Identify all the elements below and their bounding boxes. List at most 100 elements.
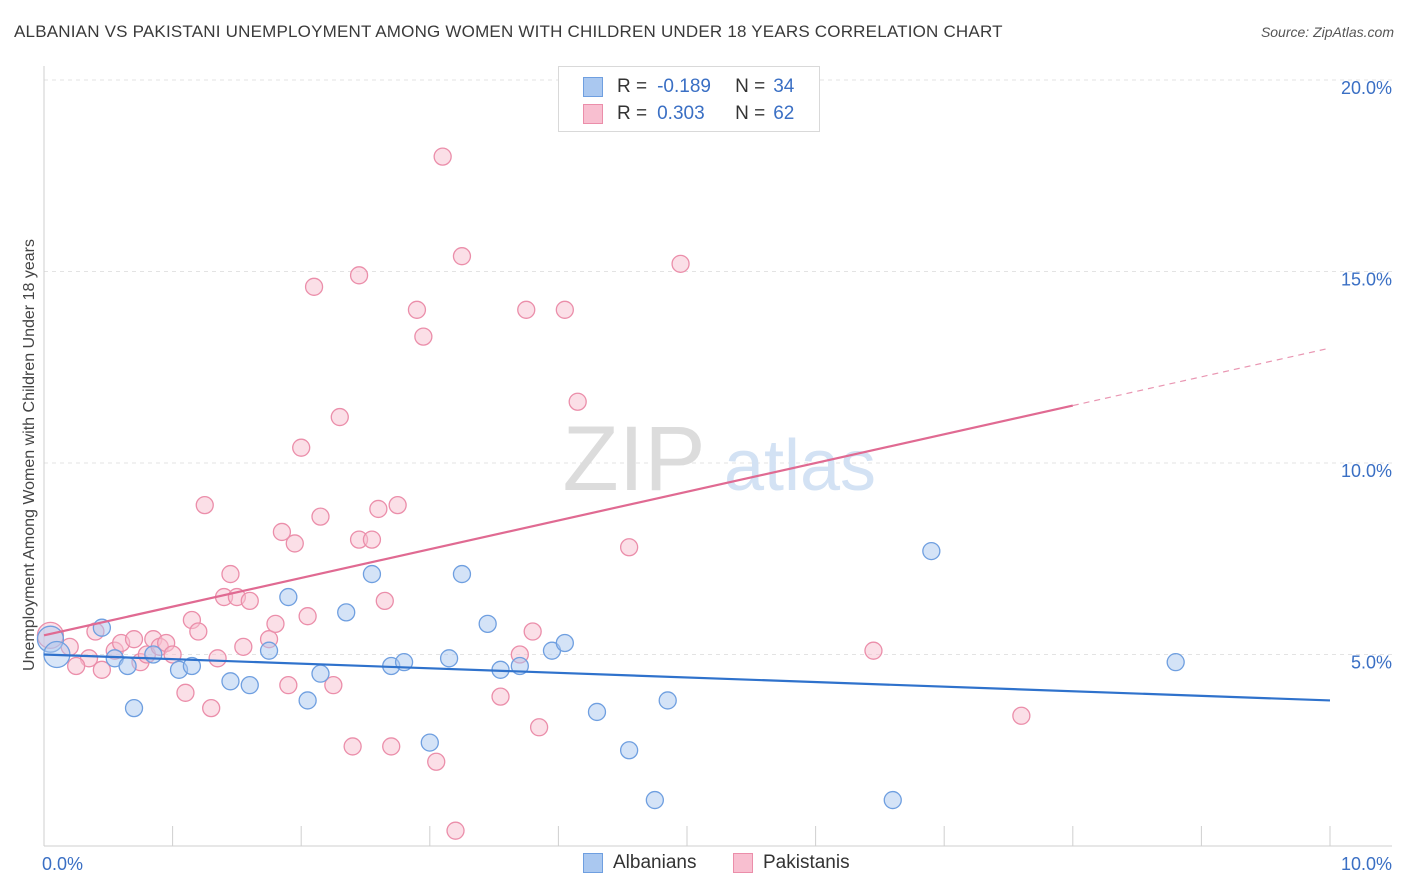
- pakistani-point: [234, 637, 253, 656]
- albanian-trend-line: [43, 653, 1331, 702]
- pakistani-legend-swatch: [733, 853, 753, 873]
- pakistani-points: [36, 147, 1031, 840]
- albanian-point: [619, 741, 639, 760]
- pakistani-point: [304, 277, 324, 296]
- albanian-point: [362, 564, 382, 584]
- pakistani-point: [491, 687, 510, 706]
- pakistani-point: [382, 737, 401, 756]
- pakistani-point: [375, 591, 394, 611]
- legend-item-albanians: Albanians: [583, 852, 696, 874]
- pakistani-point: [272, 522, 292, 542]
- albanian-point: [658, 691, 677, 710]
- pakistani-point: [517, 300, 536, 319]
- series-legend: Albanians Pakistanis: [0, 852, 1406, 876]
- legend-row-pakistanis: R = 0.303 N = 62: [583, 102, 794, 126]
- pakistani-point: [67, 656, 86, 676]
- pakistani-point: [266, 614, 285, 634]
- albanian-point: [587, 702, 607, 722]
- pakistani-swatch: [583, 104, 603, 124]
- albanian-point: [240, 675, 259, 695]
- pakistani-point: [195, 495, 214, 515]
- y-tick-label: 20.0%: [1341, 78, 1392, 98]
- source-label: Source: ZipAtlas.com: [1260, 24, 1394, 40]
- albanian-legend-swatch: [583, 853, 603, 873]
- albanian-point: [510, 656, 529, 676]
- pakistani-point: [324, 675, 343, 695]
- y-tick-label: 15.0%: [1341, 270, 1392, 290]
- pakistani-n-value: 62: [773, 103, 795, 124]
- pakistani-point: [362, 530, 382, 549]
- correlation-legend: R = -0.189 N = 34 R = 0.303 N = 62: [558, 66, 820, 132]
- watermark-zip: ZIP: [562, 408, 705, 510]
- pakistani-trend-line-dashed: [1072, 347, 1331, 407]
- chart-title: ALBANIAN VS PAKISTANI UNEMPLOYMENT AMONG…: [14, 22, 1003, 41]
- pakistani-point: [189, 622, 208, 641]
- albanian-point: [922, 541, 941, 561]
- albanian-point: [124, 698, 144, 718]
- albanian-n-value: 34: [773, 76, 795, 97]
- pakistani-point: [311, 507, 330, 526]
- albanian-point: [478, 614, 497, 634]
- pakistani-point: [124, 630, 144, 649]
- albanian-point: [259, 641, 279, 660]
- pakistani-point: [864, 641, 883, 660]
- pakistani-point: [92, 660, 112, 679]
- pakistani-point: [349, 266, 369, 285]
- grid-lines: [44, 79, 1392, 655]
- tick-labels: 5.0% 10.0% 15.0% 20.0% 0.0% 10.0%: [42, 78, 1392, 874]
- albanian-point: [420, 733, 439, 752]
- albanian-point: [645, 790, 664, 810]
- y-tick-label: 10.0%: [1341, 461, 1392, 481]
- albanian-point: [439, 649, 459, 668]
- pakistani-point: [433, 147, 452, 166]
- albanian-point: [182, 656, 202, 676]
- pakistani-point: [555, 300, 574, 319]
- pakistani-point: [523, 622, 542, 641]
- pakistani-point: [202, 698, 221, 718]
- albanian-point: [883, 790, 902, 810]
- pakistani-point: [568, 392, 587, 411]
- legend-item-pakistanis: Pakistanis: [733, 852, 850, 874]
- albanian-point: [555, 633, 574, 653]
- pakistani-point: [221, 564, 240, 584]
- legend-row-albanians: R = -0.189 N = 34: [583, 75, 794, 99]
- trend-lines: [43, 347, 1331, 702]
- pakistani-point: [671, 254, 690, 273]
- albanian-point: [298, 691, 317, 710]
- pakistani-point: [427, 752, 446, 771]
- albanian-points: [36, 541, 1185, 810]
- albanian-point: [144, 645, 163, 664]
- pakistani-r-label: R =: [617, 103, 648, 124]
- albanian-point: [118, 656, 137, 676]
- pakistani-point: [176, 683, 195, 702]
- pakistani-point: [529, 718, 549, 737]
- y-tick-label: 5.0%: [1351, 653, 1392, 673]
- pakistani-point: [343, 737, 362, 756]
- x-tick-label: 0.0%: [42, 854, 83, 874]
- pakistani-point: [285, 534, 304, 553]
- x-tick-label: 10.0%: [1341, 854, 1392, 874]
- pakistani-point: [279, 675, 298, 695]
- albanian-point: [221, 672, 240, 691]
- pakistani-point: [1012, 706, 1031, 725]
- albanian-r-value: -0.189: [657, 76, 711, 97]
- albanian-swatch: [583, 77, 603, 97]
- albanian-point: [452, 564, 472, 584]
- pakistani-point: [208, 649, 227, 668]
- pakistani-point: [330, 407, 349, 427]
- albanian-point: [337, 603, 356, 622]
- albanian-n-label: N =: [735, 76, 766, 97]
- albanian-point: [1166, 653, 1185, 672]
- pakistani-point: [240, 591, 259, 611]
- pakistani-point: [298, 607, 317, 626]
- pakistani-point: [388, 495, 407, 515]
- albanian-legend-label: Albanians: [613, 852, 697, 873]
- pakistani-point: [369, 499, 388, 519]
- pakistani-point: [414, 327, 433, 346]
- pakistani-point: [407, 300, 427, 319]
- pakistani-point: [446, 821, 465, 840]
- pakistani-legend-label: Pakistanis: [763, 852, 850, 873]
- albanian-r-label: R =: [617, 76, 648, 97]
- albanian-point: [279, 587, 298, 607]
